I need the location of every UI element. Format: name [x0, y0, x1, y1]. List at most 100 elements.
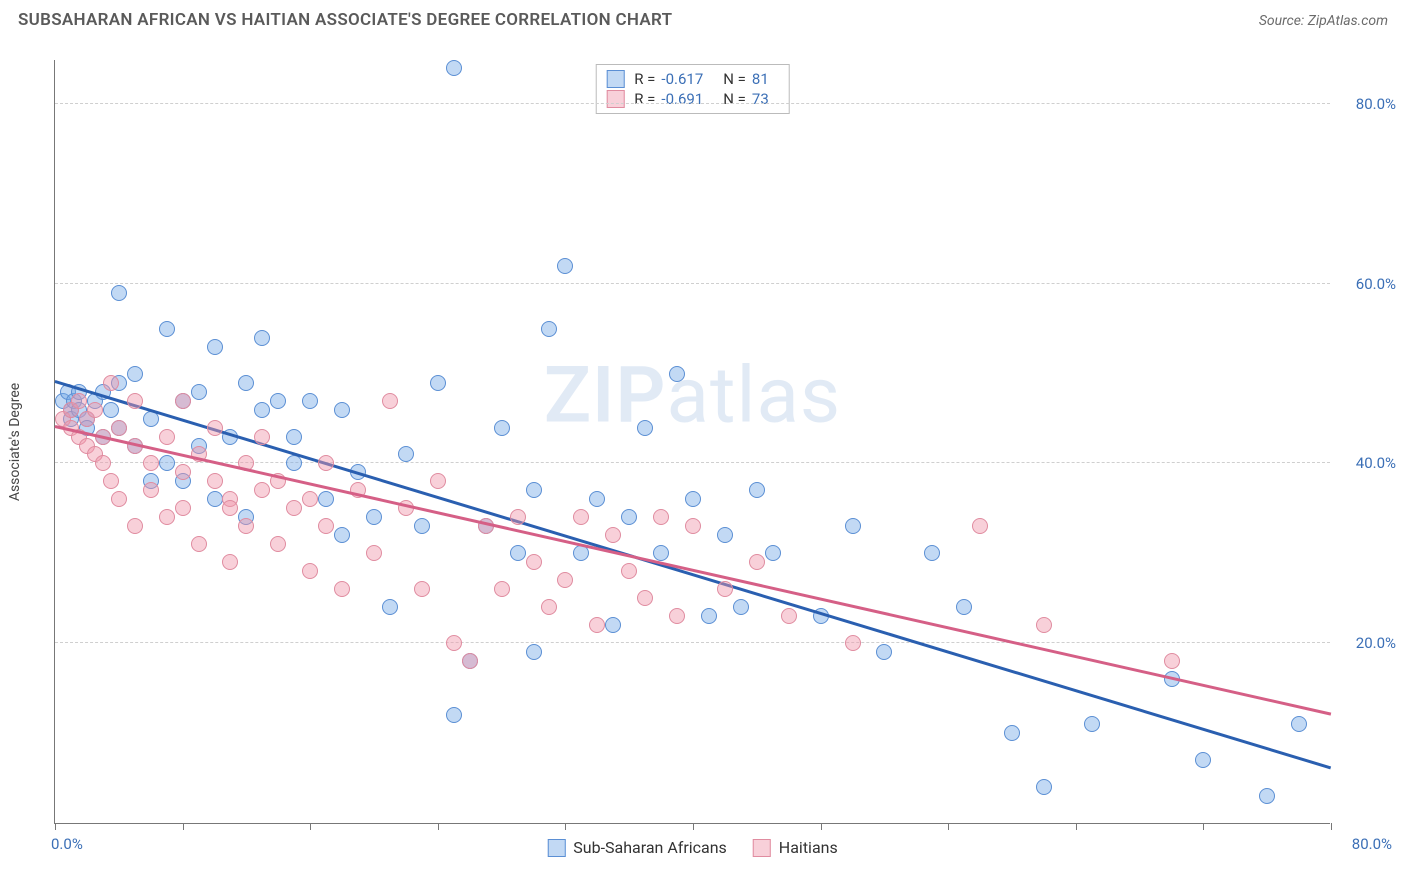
data-point: [143, 482, 159, 498]
data-point: [621, 509, 637, 525]
stat-n-label: N =: [723, 90, 746, 108]
data-point: [637, 420, 653, 436]
x-tick: [1331, 823, 1332, 830]
data-point: [222, 554, 238, 570]
data-point: [111, 285, 127, 301]
data-point: [446, 635, 462, 651]
x-axis-min-label: 0.0%: [51, 835, 83, 853]
data-point: [637, 590, 653, 606]
data-point: [143, 455, 159, 471]
data-point: [1164, 653, 1180, 669]
data-point: [526, 482, 542, 498]
data-point: [318, 455, 334, 471]
legend-swatch: [606, 70, 624, 88]
watermark: ZIPatlas: [544, 350, 841, 441]
legend-label: Sub-Saharan Africans: [573, 838, 727, 857]
data-point: [733, 599, 749, 615]
stat-n-value: 81: [752, 70, 769, 88]
data-point: [382, 393, 398, 409]
data-point: [876, 644, 892, 660]
data-point: [318, 491, 334, 507]
data-point: [1084, 716, 1100, 732]
data-point: [462, 653, 478, 669]
data-point: [334, 402, 350, 418]
grid-line: [55, 103, 1330, 104]
data-point: [669, 608, 685, 624]
header: SUBSAHARAN AFRICAN VS HAITIAN ASSOCIATE'…: [0, 0, 1406, 36]
data-point: [159, 455, 175, 471]
data-point: [414, 518, 430, 534]
data-point: [924, 545, 940, 561]
data-point: [1291, 716, 1307, 732]
data-point: [95, 455, 111, 471]
legend-item: Haitians: [753, 838, 838, 857]
data-point: [302, 491, 318, 507]
data-point: [111, 491, 127, 507]
data-point: [111, 420, 127, 436]
data-point: [270, 536, 286, 552]
data-point: [589, 491, 605, 507]
data-point: [1195, 752, 1211, 768]
data-point: [573, 509, 589, 525]
data-point: [286, 429, 302, 445]
trend-line: [55, 425, 1332, 715]
data-point: [127, 393, 143, 409]
data-point: [717, 527, 733, 543]
stat-n-label: N =: [723, 70, 746, 88]
y-tick-label: 80.0%: [1336, 95, 1396, 113]
data-point: [446, 60, 462, 76]
data-point: [238, 375, 254, 391]
data-point: [557, 258, 573, 274]
data-point: [254, 482, 270, 498]
data-point: [366, 509, 382, 525]
x-tick: [565, 823, 566, 830]
data-point: [1259, 788, 1275, 804]
data-point: [207, 473, 223, 489]
legend-stat-row: R =-0.617N =81: [606, 69, 779, 89]
data-point: [765, 545, 781, 561]
data-point: [685, 491, 701, 507]
data-point: [541, 599, 557, 615]
data-point: [238, 518, 254, 534]
scatter-chart: Associate's Degree ZIPatlas 0.0% 80.0% R…: [54, 60, 1330, 824]
data-point: [103, 473, 119, 489]
data-point: [845, 635, 861, 651]
data-point: [127, 366, 143, 382]
data-point: [334, 527, 350, 543]
data-point: [1036, 779, 1052, 795]
data-point: [781, 608, 797, 624]
x-tick: [310, 823, 311, 830]
x-tick: [693, 823, 694, 830]
data-point: [494, 420, 510, 436]
data-point: [446, 707, 462, 723]
stat-n-value: 73: [752, 90, 769, 108]
data-point: [254, 330, 270, 346]
data-point: [222, 500, 238, 516]
data-point: [573, 545, 589, 561]
legend-label: Haitians: [779, 838, 838, 857]
data-point: [526, 554, 542, 570]
data-point: [669, 366, 685, 382]
data-point: [701, 608, 717, 624]
data-point: [956, 599, 972, 615]
x-tick: [183, 823, 184, 830]
data-point: [366, 545, 382, 561]
data-point: [526, 644, 542, 660]
data-point: [621, 563, 637, 579]
data-point: [175, 393, 191, 409]
data-point: [414, 581, 430, 597]
data-point: [87, 402, 103, 418]
data-point: [685, 518, 701, 534]
data-point: [717, 581, 733, 597]
data-point: [430, 473, 446, 489]
data-point: [557, 572, 573, 588]
data-point: [302, 393, 318, 409]
legend-swatch: [547, 839, 565, 857]
data-point: [286, 455, 302, 471]
data-point: [127, 518, 143, 534]
legend-swatch: [753, 839, 771, 857]
x-tick: [948, 823, 949, 830]
data-point: [653, 545, 669, 561]
data-point: [175, 464, 191, 480]
y-tick-label: 20.0%: [1336, 634, 1396, 652]
